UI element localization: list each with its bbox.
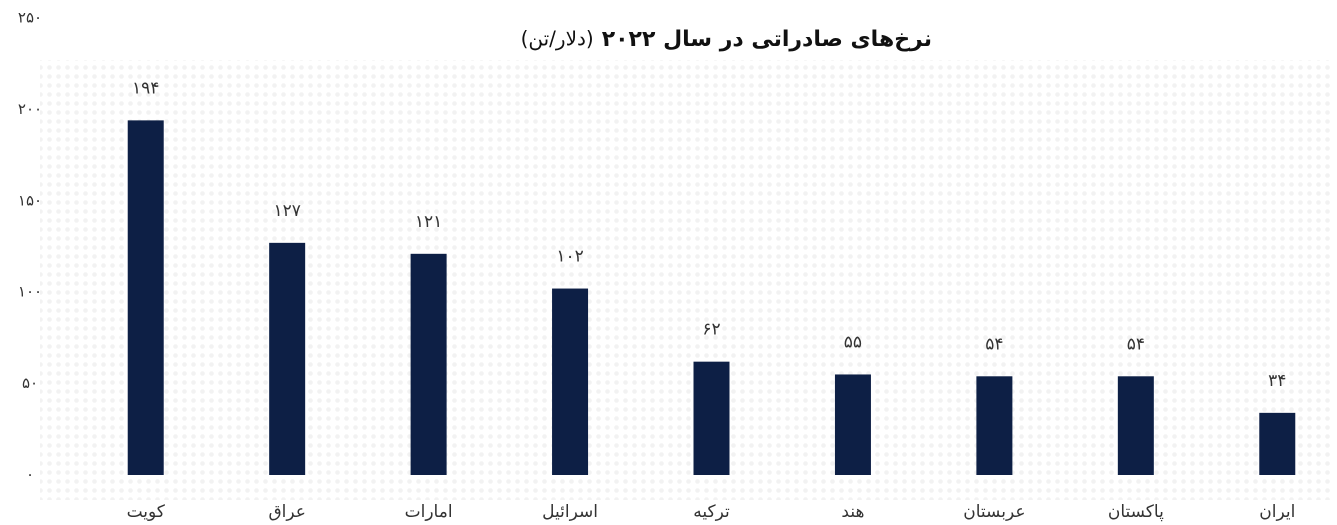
- value-label: ۵۴: [1127, 334, 1145, 354]
- value-label: ۱۲۱: [415, 212, 442, 232]
- bar: [552, 288, 589, 475]
- y-tick-label: ۲۵۰: [18, 9, 42, 27]
- x-tick-label: هند: [841, 502, 864, 522]
- value-label: ۱۰۲: [556, 247, 583, 267]
- bar: [127, 120, 164, 476]
- y-tick-label: ۵۰: [22, 374, 38, 392]
- y-tick-label: ۰: [26, 466, 34, 484]
- x-tick-label: اسرائیل: [542, 502, 598, 522]
- x-tick-label: کویت: [127, 502, 166, 522]
- chart-title: نرخ‌های صادراتی در سال ۲۰۲۲: [602, 27, 932, 52]
- bar: [1117, 376, 1154, 475]
- x-tick-label: عربستان: [963, 502, 1025, 522]
- x-tick-label: ترکیه: [693, 502, 730, 522]
- x-tick-label: عراق: [268, 502, 305, 522]
- value-label: ۳۴: [1268, 371, 1286, 391]
- value-label: ۶۲: [702, 320, 720, 340]
- value-label: ۱۲۷: [273, 201, 300, 221]
- value-label: ۵۵: [844, 332, 862, 352]
- map-background: [40, 60, 1330, 500]
- y-tick-label: ۱۰۰: [18, 283, 42, 301]
- y-tick-label: ۲۰۰: [18, 100, 42, 118]
- y-tick-label: ۱۵۰: [18, 191, 42, 209]
- bar: [410, 253, 447, 475]
- bar: [269, 242, 306, 475]
- x-tick-label: امارات: [405, 502, 453, 522]
- bar: [1259, 412, 1296, 475]
- value-label: ۱۹۴: [132, 78, 159, 98]
- x-tick-label: پاکستان: [1108, 502, 1164, 522]
- bar: [976, 376, 1013, 475]
- x-tick-label: ایران: [1259, 502, 1295, 522]
- bar: [834, 374, 871, 475]
- bar: [693, 361, 730, 475]
- chart-unit: (دلار/تن): [521, 27, 594, 51]
- value-label: ۵۴: [985, 334, 1003, 354]
